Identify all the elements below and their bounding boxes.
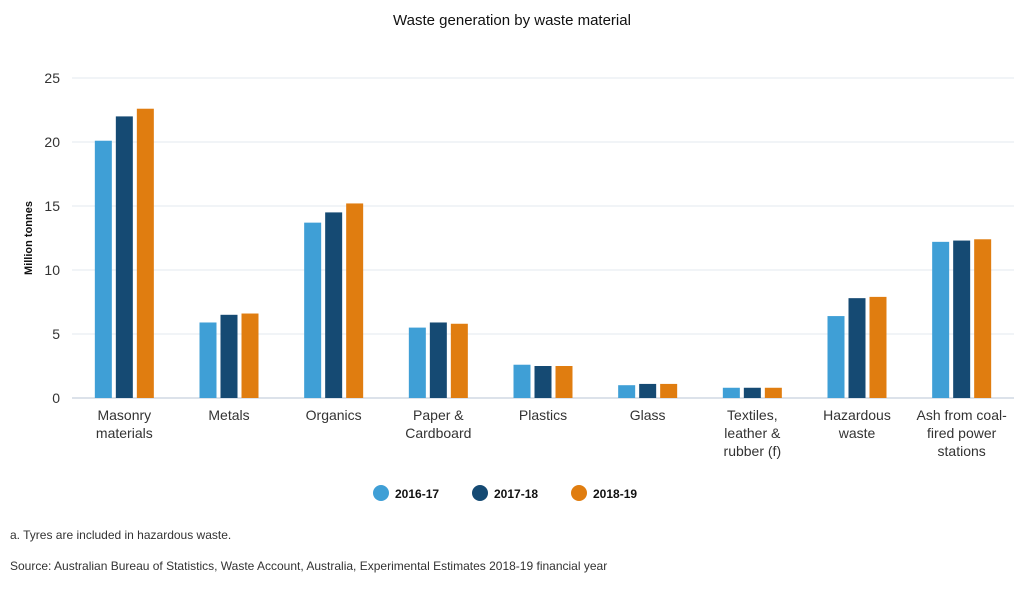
y-tick-label: 25 xyxy=(44,70,60,86)
bar xyxy=(450,323,468,398)
bar xyxy=(241,313,259,398)
x-category-label: Hazardous waste xyxy=(823,407,891,441)
source-note: Source: Australian Bureau of Statistics,… xyxy=(10,559,608,573)
x-category-label: Glass xyxy=(630,407,666,423)
bar xyxy=(199,322,217,398)
bar xyxy=(136,108,154,398)
y-axis-label: Million tonnes xyxy=(23,201,35,275)
y-tick-label: 20 xyxy=(44,134,60,150)
x-category-label: Textiles, leather & rubber (f) xyxy=(724,407,782,459)
bar xyxy=(848,298,866,398)
legend-marker xyxy=(472,485,488,501)
x-category-label: Paper & Cardboard xyxy=(405,407,471,441)
bar xyxy=(513,364,531,398)
bar xyxy=(660,383,678,398)
bar xyxy=(869,296,887,398)
x-category-label: Metals xyxy=(208,407,249,423)
legend-label: 2017-18 xyxy=(494,487,538,501)
x-category-label: Organics xyxy=(306,407,362,423)
bar xyxy=(932,241,950,398)
bar xyxy=(974,239,992,398)
bar xyxy=(325,212,343,398)
bar xyxy=(639,383,657,398)
bar xyxy=(555,366,573,398)
legend: 2016-17 2017-18 2018-19 xyxy=(373,485,637,501)
bar xyxy=(346,203,364,398)
legend-marker xyxy=(373,485,389,501)
bar xyxy=(94,140,112,398)
y-tick-label: 10 xyxy=(44,262,60,278)
footnote: a. Tyres are included in hazardous waste… xyxy=(10,528,232,542)
legend-label: 2018-19 xyxy=(593,487,637,501)
legend-label: 2016-17 xyxy=(395,487,439,501)
bars xyxy=(94,108,992,399)
legend-marker xyxy=(571,485,587,501)
bar xyxy=(618,385,636,398)
bar xyxy=(764,387,782,398)
bar xyxy=(115,116,133,399)
bar xyxy=(408,327,426,398)
bar xyxy=(304,222,322,398)
bar xyxy=(722,387,740,398)
chart-title: Waste generation by waste material xyxy=(393,12,631,29)
bar xyxy=(220,314,238,398)
y-tick-label: 15 xyxy=(44,198,60,214)
y-tick-label: 5 xyxy=(52,326,60,342)
x-axis-labels: Masonry materials Metals Organics Paper & Car… xyxy=(96,407,1007,459)
y-axis-ticks: 0 5 10 15 20 25 xyxy=(44,70,60,406)
x-category-label: Masonry materials xyxy=(96,407,153,441)
bar xyxy=(429,322,447,398)
x-category-label: Plastics xyxy=(519,407,567,423)
bar xyxy=(827,316,845,398)
x-category-label: Ash from coal-fired power stations xyxy=(917,407,1008,459)
y-tick-label: 0 xyxy=(52,390,60,406)
bar xyxy=(534,366,552,398)
bar xyxy=(953,240,971,398)
bar-chart: Waste generation by waste material Milli… xyxy=(23,12,1014,501)
bar xyxy=(743,387,761,398)
